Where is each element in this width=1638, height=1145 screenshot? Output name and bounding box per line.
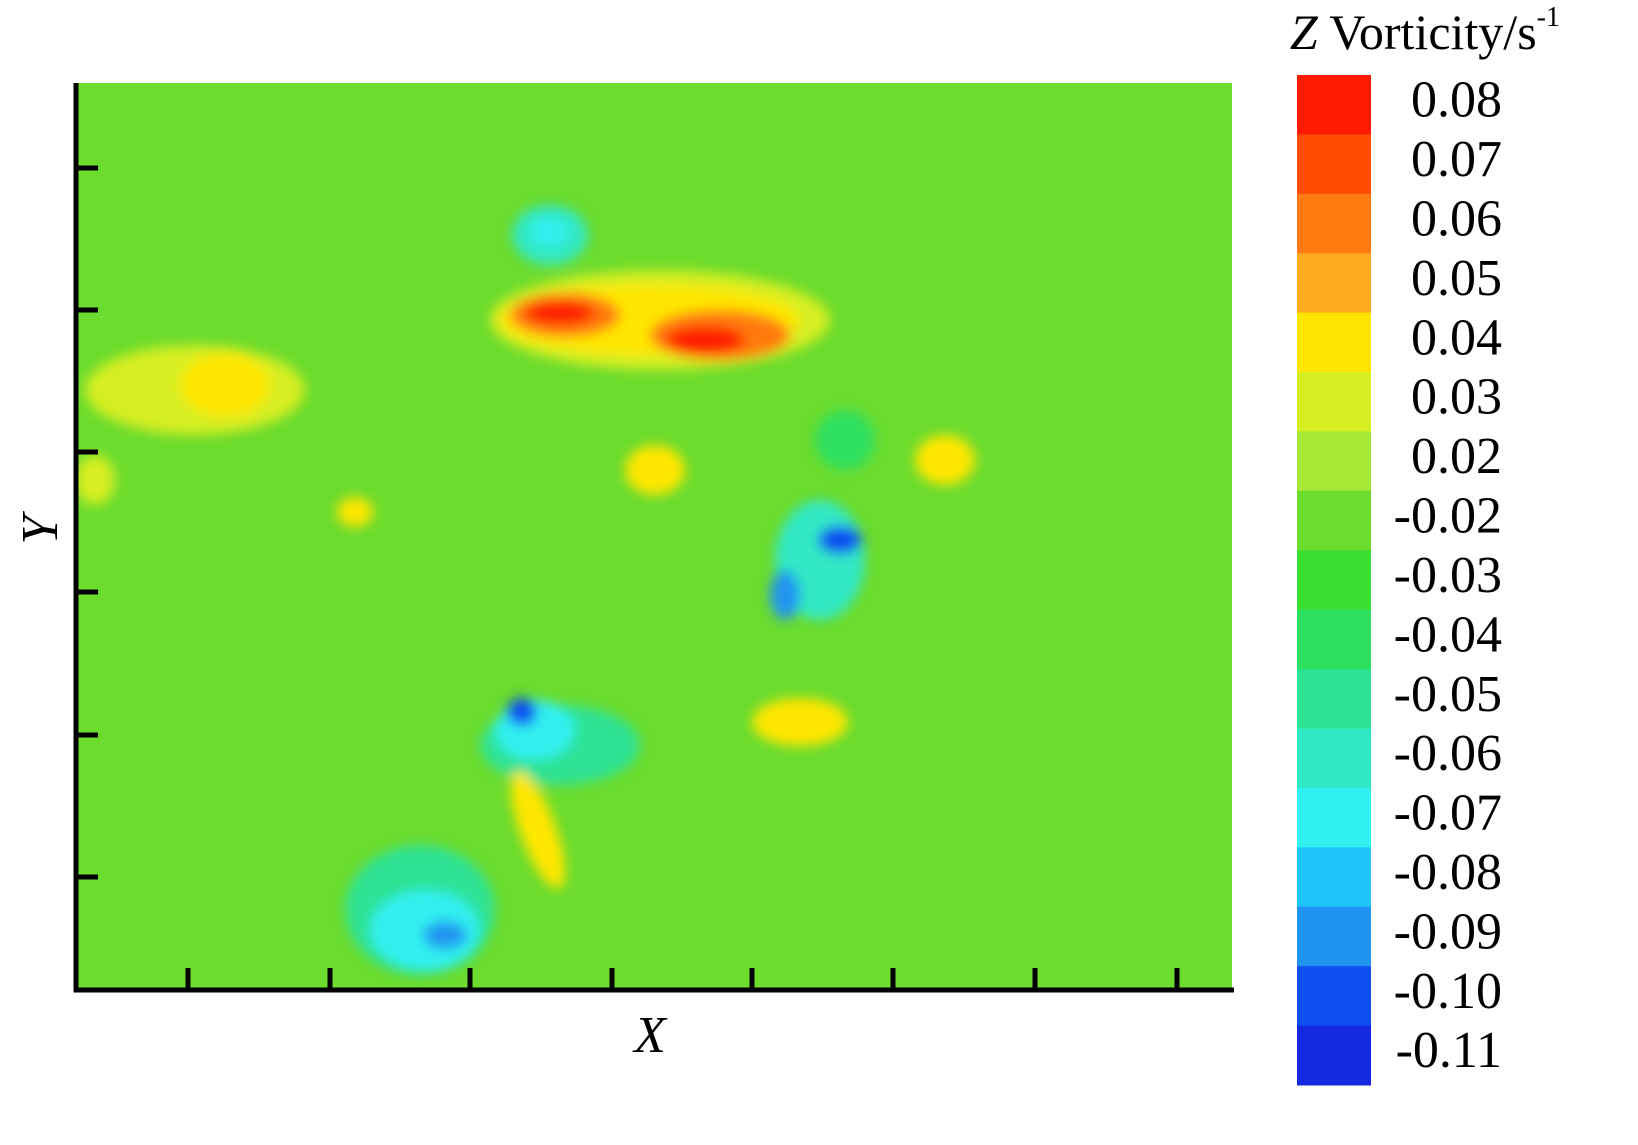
colorbar-label: -0.06 xyxy=(1394,725,1502,782)
colorbar-band xyxy=(1297,550,1371,611)
colorbar-label: -0.05 xyxy=(1394,666,1502,723)
colorbar-title: Z Vorticity/s-1 xyxy=(1290,2,1560,60)
colorbar-band xyxy=(1297,253,1371,314)
colorbar-band xyxy=(1297,609,1371,670)
colorbar-band xyxy=(1297,669,1371,730)
contour-region xyxy=(78,455,115,505)
contour-region xyxy=(507,698,537,726)
colorbar-band xyxy=(1297,847,1371,908)
contour-region xyxy=(532,218,568,246)
contour-region xyxy=(665,326,745,354)
axes xyxy=(73,83,1234,993)
colorbar-band xyxy=(1297,372,1371,432)
contour-region xyxy=(525,301,595,325)
colorbar-title-superscript: -1 xyxy=(1537,2,1560,33)
colorbar-label: 0.07 xyxy=(1411,131,1502,188)
colorbar-label: -0.10 xyxy=(1394,963,1502,1020)
colorbar-label: -0.07 xyxy=(1394,785,1502,842)
colorbar-band xyxy=(1297,490,1371,551)
contour-regions xyxy=(78,205,975,975)
colorbar: 0.080.070.060.050.040.030.02-0.02-0.03-0… xyxy=(1297,72,1502,1086)
colorbar-band xyxy=(1297,431,1371,492)
colorbar-band xyxy=(1297,728,1371,789)
contour-region xyxy=(180,353,270,417)
contour-region xyxy=(510,771,566,889)
y-axis-label: Y xyxy=(12,510,69,544)
colorbar-band xyxy=(1297,75,1371,135)
contour-region xyxy=(423,921,467,949)
colorbar-label: -0.04 xyxy=(1394,606,1502,663)
contour-region xyxy=(915,435,975,485)
colorbar-band xyxy=(1297,906,1371,967)
contour-region xyxy=(337,497,373,527)
colorbar-label: 0.05 xyxy=(1411,250,1502,307)
colorbar-label: 0.02 xyxy=(1411,428,1502,485)
colorbar-label: 0.06 xyxy=(1411,190,1502,247)
contour-region xyxy=(815,410,875,470)
colorbar-label: 0.04 xyxy=(1411,309,1502,366)
colorbar-band xyxy=(1297,312,1371,373)
colorbar-label: -0.08 xyxy=(1394,844,1502,901)
colorbar-band xyxy=(1297,134,1371,195)
colorbar-label: -0.11 xyxy=(1396,1022,1502,1079)
colorbar-title-symbol: Z xyxy=(1290,4,1319,60)
colorbar-title-text: Vorticity/s xyxy=(1318,4,1537,60)
colorbar-label: -0.02 xyxy=(1394,488,1502,545)
contour-region xyxy=(770,570,800,620)
colorbar-band xyxy=(1297,966,1371,1027)
field-background xyxy=(78,83,1232,990)
colorbar-label: -0.03 xyxy=(1394,547,1502,604)
contour-region xyxy=(625,445,685,495)
colorbar-label: -0.09 xyxy=(1394,903,1502,960)
contour-region xyxy=(818,526,862,554)
colorbar-band xyxy=(1297,1025,1371,1086)
x-axis-label: X xyxy=(632,1007,668,1064)
colorbar-label: 0.03 xyxy=(1411,369,1502,426)
colorbar-band xyxy=(1297,787,1371,848)
colorbar-label: 0.08 xyxy=(1411,72,1502,129)
contour-region xyxy=(752,698,848,746)
colorbar-band xyxy=(1297,193,1371,254)
